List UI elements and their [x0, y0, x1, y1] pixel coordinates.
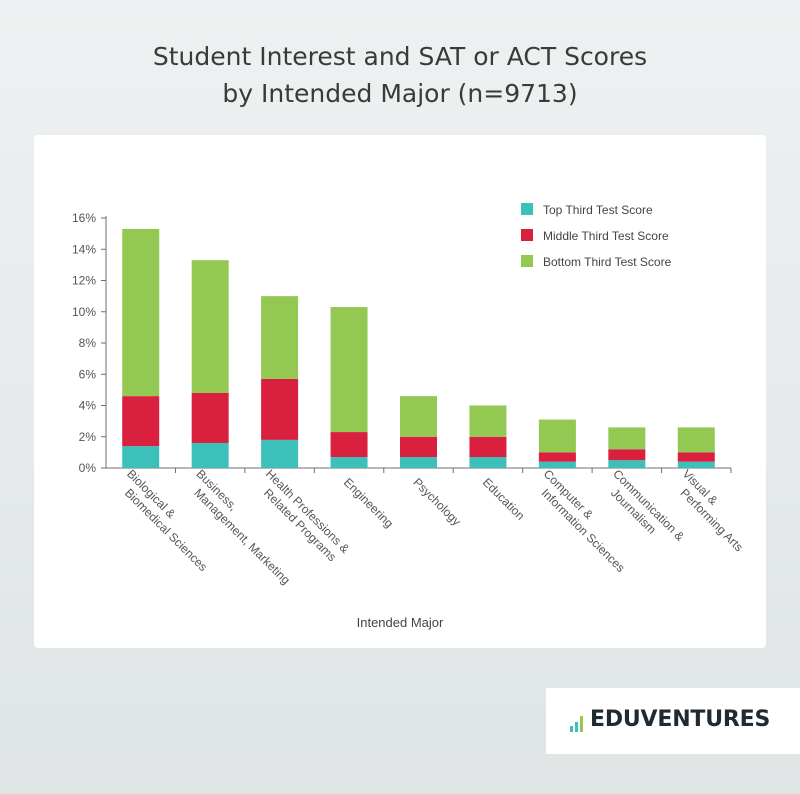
brand-name: EDUVENTURES	[590, 707, 771, 732]
bar-segment	[191, 393, 229, 443]
brand-logo: EDUVENTURES	[546, 688, 800, 754]
legend-swatch	[521, 255, 533, 267]
y-tick-label: 16%	[72, 211, 96, 225]
bar-segment	[608, 427, 646, 450]
x-tick-label: Visual &Performing Arts	[669, 467, 756, 554]
bar-segment	[469, 436, 507, 458]
legend: Top Third Test Score Middle Third Test Sc…	[521, 203, 672, 269]
y-tick-label: 12%	[72, 274, 96, 288]
y-tick-label: 14%	[72, 242, 96, 256]
legend-label: Top Third Test Score	[543, 203, 653, 217]
bar-segment	[191, 443, 229, 468]
bar-segment	[261, 296, 299, 379]
legend-label: Middle Third Test Score	[543, 229, 669, 243]
bar-segment	[261, 439, 299, 468]
stacked-bar-chart: 0%2%4%6%8%10%12%14%16%Biological &Biomed…	[72, 203, 756, 630]
chart-title-line-2: by Intended Major (n=9713)	[222, 79, 578, 108]
bar-segment	[330, 432, 368, 458]
bar-segment	[608, 460, 646, 468]
legend-swatch	[521, 229, 533, 241]
y-tick-label: 10%	[72, 305, 96, 319]
bar-segment	[469, 405, 507, 437]
chart-title-line-1: Student Interest and SAT or ACT Scores	[152, 42, 648, 71]
bar-segment	[469, 457, 507, 468]
bar-segment	[330, 457, 368, 468]
bar-segment	[677, 461, 715, 468]
bar-segment	[122, 446, 160, 468]
y-tick-label: 6%	[79, 367, 97, 381]
bar-segment	[191, 260, 229, 393]
bar-segment	[400, 457, 437, 468]
y-tick-label: 8%	[79, 336, 97, 350]
bar-segment	[677, 452, 715, 462]
bar-segment	[538, 419, 576, 453]
x-tick-label: Education	[480, 475, 528, 523]
bar-segment	[400, 436, 437, 458]
chart-title: Student Interest and SAT or ACT Scores b…	[0, 38, 800, 112]
bar-segment	[538, 461, 576, 468]
bar-segment	[677, 427, 715, 453]
bar-segment	[122, 396, 160, 447]
bar-segment	[122, 228, 160, 397]
y-tick-label: 0%	[79, 461, 97, 475]
x-tick-label: Psychology	[410, 475, 463, 528]
bar-segment	[261, 378, 299, 440]
bar-segment	[400, 396, 437, 437]
legend-label: Bottom Third Test Score	[543, 255, 672, 269]
x-tick-label: Communication &Journalism	[600, 467, 687, 554]
y-tick-label: 2%	[79, 430, 97, 444]
bar-chart-logo-icon	[570, 716, 583, 732]
x-tick-label: Engineering	[341, 475, 396, 530]
bar-segment	[608, 449, 646, 461]
bar-segment	[538, 452, 576, 462]
x-axis-label: Intended Major	[357, 615, 444, 630]
legend-swatch	[521, 203, 533, 215]
y-tick-label: 4%	[79, 399, 97, 413]
bar-segment	[330, 307, 368, 433]
